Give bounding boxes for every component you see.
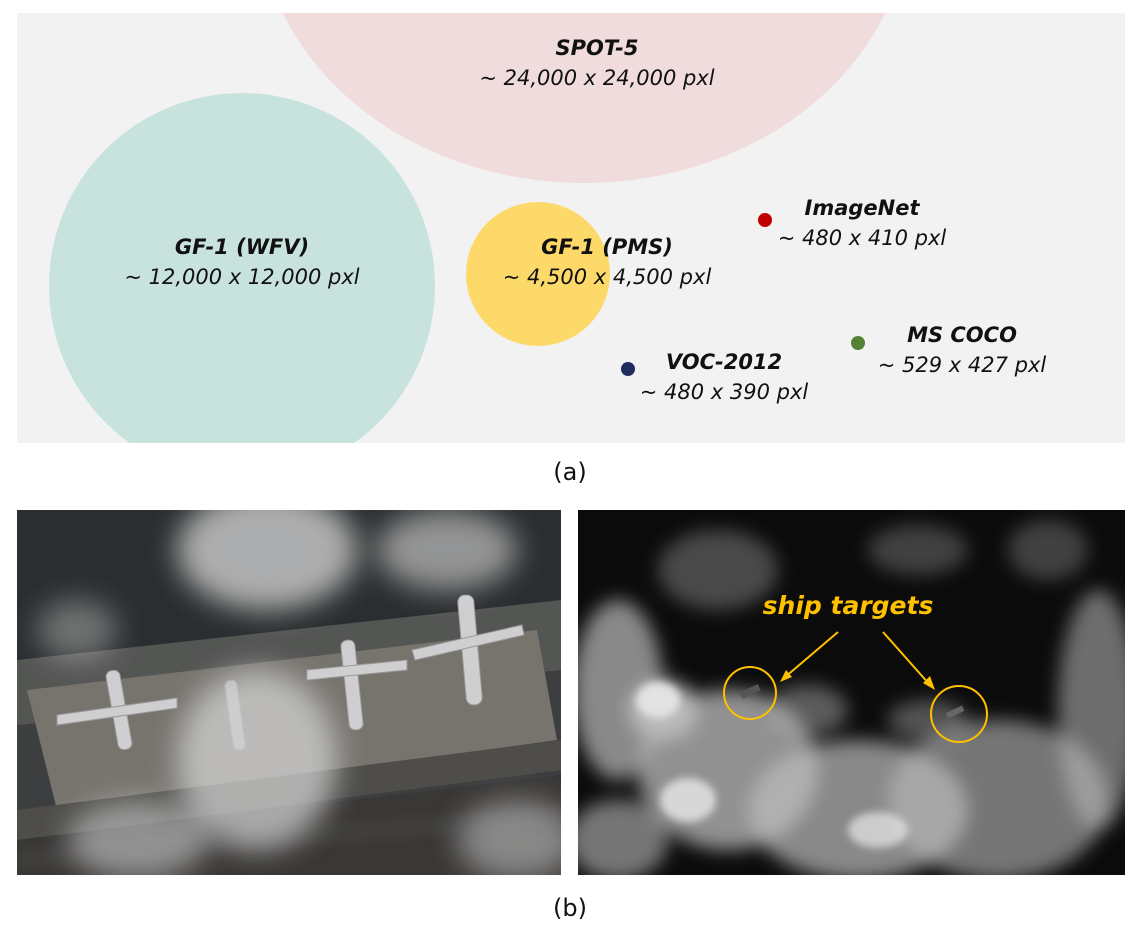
voc2012-name: VOC-2012 [665,350,783,374]
mscoco-name: MS COCO [907,323,1017,347]
ship-target-circle-right [930,685,988,743]
dataset-size-diagram: SPOT-5 ~ 24,000 x 24,000 pxl GF-1 (WFV) … [17,13,1125,443]
arrow-left [783,631,839,679]
imagenet-label: ImageNet ~ 480 x 410 pxl [767,193,957,253]
gf1-wfv-circle [49,93,435,443]
gf1-wfv-name: GF-1 (WFV) [174,235,310,259]
arrow-right [882,631,931,686]
ship-right [945,705,965,719]
imagenet-name: ImageNet [804,196,920,220]
spot5-name: SPOT-5 [555,36,639,60]
voc2012-dot [621,362,635,376]
imagenet-dot [758,213,772,227]
airport-cloud-image [17,510,561,875]
ship-targets-annotation: ship targets [763,591,934,620]
gf1-wfv-label: GF-1 (WFV) ~ 12,000 x 12,000 pxl [92,232,392,292]
mscoco-label: MS COCO ~ 529 x 427 pxl [867,320,1057,380]
imagenet-size: ~ 480 x 410 pxl [777,226,947,250]
gf1-pms-circle [466,202,610,346]
ship-target-circle-left [723,666,777,720]
ship-cloud-image: ship targets [578,510,1125,875]
gf1-pms-label: GF-1 (PMS) ~ 4,500 x 4,500 pxl [487,232,727,292]
voc2012-size: ~ 480 x 390 pxl [639,380,809,404]
mscoco-dot [851,336,865,350]
spot5-size: ~ 24,000 x 24,000 pxl [479,66,715,90]
caption-a: (a) [553,458,587,486]
ship-left [739,684,761,699]
gf1-pms-size: ~ 4,500 x 4,500 pxl [502,265,712,289]
gf1-wfv-size: ~ 12,000 x 12,000 pxl [124,265,360,289]
gf1-pms-name: GF-1 (PMS) [541,235,673,259]
spot5-label: SPOT-5 ~ 24,000 x 24,000 pxl [397,33,797,93]
caption-b: (b) [553,894,587,922]
voc2012-label: VOC-2012 ~ 480 x 390 pxl [629,347,819,407]
mscoco-size: ~ 529 x 427 pxl [877,353,1047,377]
